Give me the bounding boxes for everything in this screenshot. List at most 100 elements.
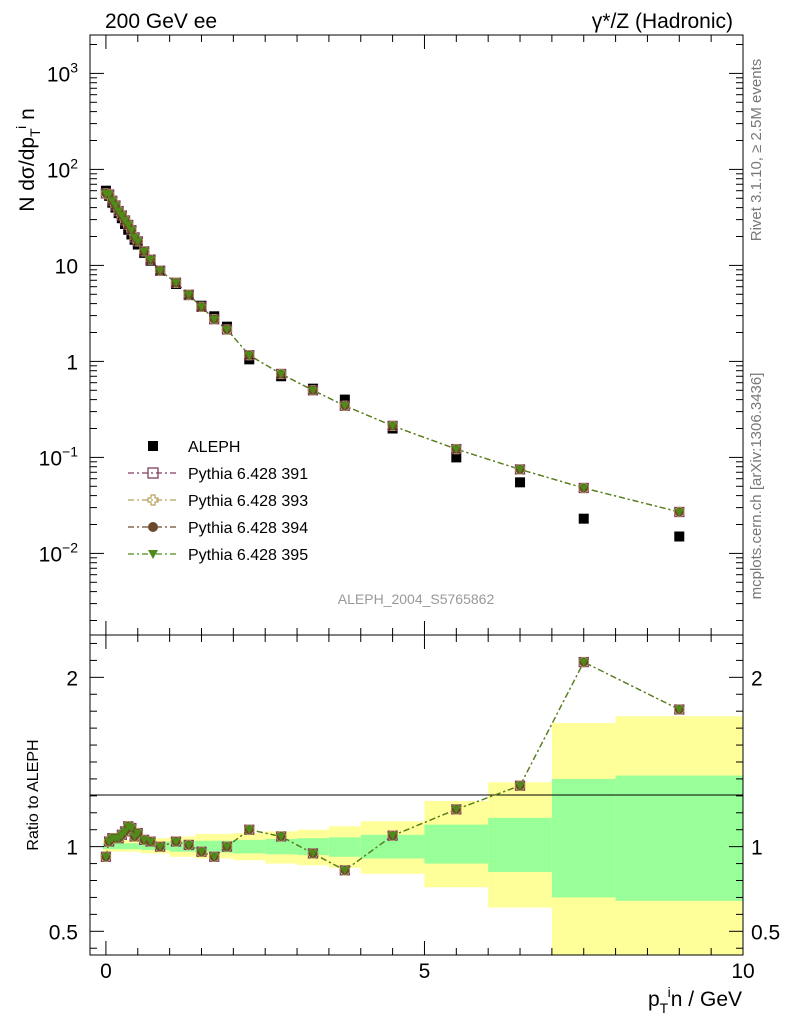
legend: ALEPH Pythia 6.428 391 Pythia 6.428 393 Pyt…	[128, 439, 308, 564]
y-tick-label: 102	[47, 155, 78, 182]
ratio-point	[451, 805, 461, 814]
x-tick-label: 5	[419, 960, 431, 983]
y-axis-title: N dσ/dpTi n	[13, 108, 43, 212]
ratio-tick-label: 0.5	[49, 921, 78, 944]
data-point-mc	[171, 279, 181, 288]
data-point-mc	[155, 267, 165, 276]
ratio-point	[515, 782, 525, 791]
data-point-mc	[196, 303, 206, 312]
data-point-mc	[209, 315, 219, 324]
legend-marker	[147, 494, 159, 506]
inner-band	[297, 838, 329, 856]
legend-label: Pythia 6.428 395	[188, 547, 308, 564]
x-axis-title: pTin / GeV	[648, 984, 742, 1016]
ratio-tick-label-right: 1	[751, 837, 763, 860]
data-point-mc	[276, 370, 286, 379]
data-point-mc	[133, 237, 143, 246]
series-line	[105, 192, 680, 513]
series-line	[105, 192, 680, 513]
inner-band	[328, 837, 361, 857]
inner-band	[424, 824, 489, 864]
ratio-point	[120, 827, 130, 836]
ratio-point	[209, 853, 219, 862]
data-point-aleph	[451, 452, 462, 463]
y-tick-label: 1	[66, 351, 78, 374]
legend-label: Pythia 6.428 394	[188, 520, 308, 537]
top-panel-frame	[89, 34, 744, 636]
inner-band	[551, 778, 616, 898]
ratio-point	[244, 826, 254, 835]
y-tick-label: 10−2	[39, 539, 79, 566]
legend-label: Pythia 6.428 393	[188, 493, 308, 510]
ratio-point	[222, 843, 232, 852]
inner-band	[233, 839, 266, 854]
inner-band	[360, 834, 425, 859]
data-point-mc	[244, 351, 254, 360]
energy-label: 200 GeV ee	[105, 10, 217, 33]
y-tick-label: 10−1	[39, 443, 79, 470]
ratio-point	[340, 866, 350, 875]
ratio-point	[674, 705, 684, 714]
data-point-mc	[123, 221, 133, 230]
data-point-mc	[674, 508, 684, 517]
inner-band	[265, 839, 298, 855]
inner-band	[169, 841, 196, 852]
ratio-point	[388, 832, 398, 841]
ratio-axis-title: Ratio to ALEPH	[25, 739, 42, 850]
data-point-aleph	[578, 513, 589, 524]
legend-marker	[148, 441, 158, 451]
data-point-mc	[184, 291, 194, 300]
data-point-mc	[308, 386, 318, 395]
series-line	[105, 192, 680, 513]
series-line	[105, 192, 680, 513]
y-tick-label: 103	[47, 59, 78, 86]
data-point-mc	[107, 197, 117, 206]
legend-marker	[148, 550, 158, 559]
ratio-point	[155, 843, 165, 852]
ratio-markers	[100, 656, 685, 876]
data-point-mc	[222, 325, 232, 334]
legend-marker	[148, 522, 158, 532]
inner-band	[102, 843, 141, 850]
ratio-point	[579, 658, 589, 667]
data-point-mc	[139, 247, 149, 256]
ratio-tick-label: 1	[66, 837, 78, 860]
data-point-mc	[388, 422, 398, 431]
data-point-mc	[117, 211, 127, 220]
legend-label: Pythia 6.428 391	[188, 466, 308, 483]
ratio-point	[171, 837, 181, 847]
inner-band	[615, 775, 743, 901]
uncertainty-bands	[102, 716, 743, 955]
mc-curves	[105, 192, 680, 513]
bottom-axis-ticks: 0.5 0.5 1 1 2 2 0 5 10	[49, 635, 780, 983]
y-tick-label: 10	[55, 255, 78, 278]
x-tick-label: 0	[100, 960, 112, 983]
inner-band	[195, 840, 234, 853]
ratio-tick-label-right: 2	[751, 667, 763, 690]
data-point-mc	[104, 190, 114, 199]
ratio-tick-label: 2	[66, 667, 78, 690]
bottom-panel-frame	[89, 634, 744, 956]
data-point-mc	[126, 226, 136, 235]
legend-label: ALEPH	[188, 439, 240, 456]
data-point-mc	[515, 465, 525, 474]
data-point-mc	[340, 402, 350, 411]
ratio-point	[308, 849, 318, 858]
data-point-mc	[451, 445, 461, 454]
ratio-tick-label-right: 0.5	[751, 921, 780, 944]
ratio-point	[133, 829, 143, 838]
ratio-point	[146, 837, 156, 847]
ratio-point	[276, 832, 286, 841]
legend-marker	[147, 467, 159, 479]
data-markers	[100, 185, 685, 542]
data-point-mc	[579, 484, 589, 493]
rivet-label: Rivet 3.1.10, ≥ 2.5M events	[748, 59, 765, 242]
ratio-point	[196, 848, 206, 857]
ratio-point	[101, 853, 111, 862]
data-point-mc	[110, 201, 120, 210]
data-point-mc	[146, 255, 156, 265]
data-point-mc	[114, 207, 124, 216]
data-point-mc	[120, 216, 130, 225]
